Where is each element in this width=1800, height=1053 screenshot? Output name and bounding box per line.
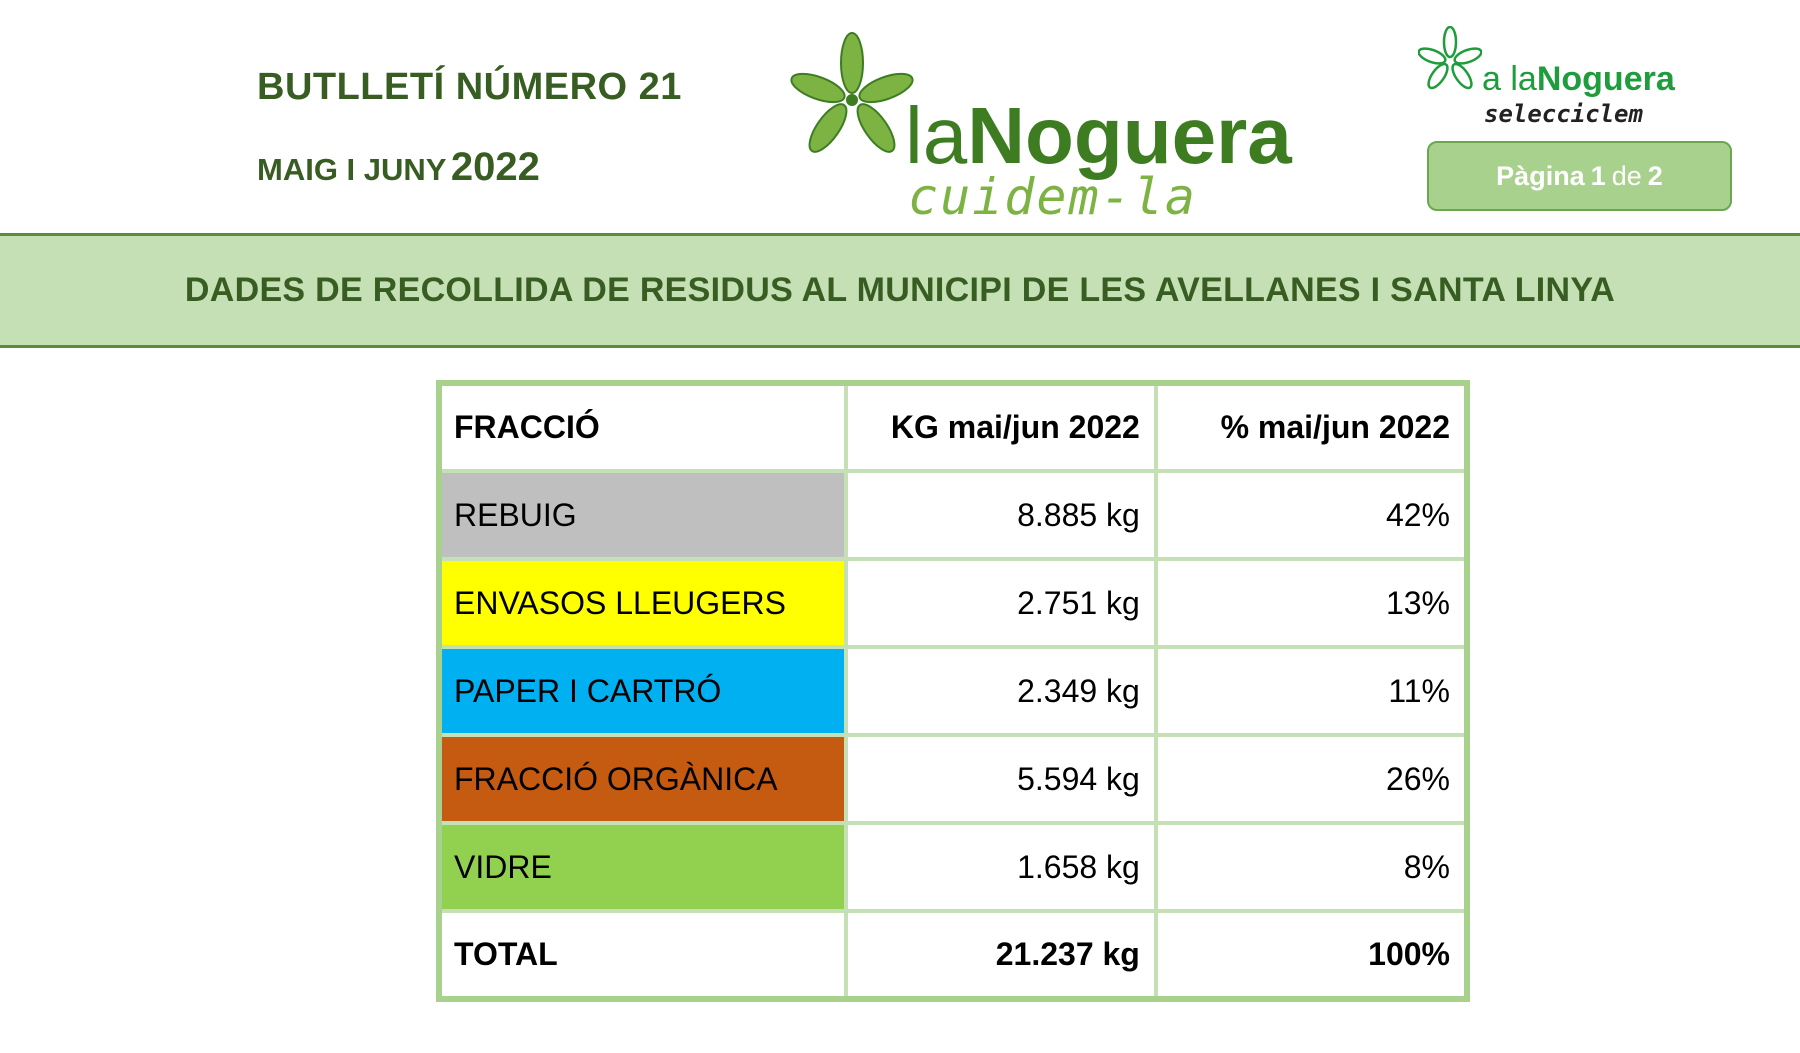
kg-cell: 8.885 kg: [843, 469, 1158, 561]
waste-data-table: FRACCIÓ KG mai/jun 2022 % mai/jun 2022 R…: [436, 380, 1470, 1002]
table-row: FRACCIÓ ORGÀNICA 5.594 kg 26%: [437, 733, 1470, 825]
banner-title: DADES DE RECOLLIDA DE RESIDUS AL MUNICIP…: [184, 271, 1616, 309]
header-fraction: FRACCIÓ: [437, 381, 848, 473]
page-word: Pàgina: [1496, 160, 1585, 191]
pct-cell: 11%: [1153, 645, 1470, 737]
logo-word-bold: Noguera: [967, 91, 1292, 180]
period-year: 2022: [450, 145, 540, 189]
page-current: 1: [1590, 160, 1606, 191]
fraction-cell: PAPER I CARTRÓ: [437, 645, 848, 737]
table-row: REBUIG 8.885 kg 42%: [437, 469, 1470, 561]
total-pct: 100%: [1153, 909, 1470, 1001]
fraction-cell: REBUIG: [437, 469, 848, 561]
lanoguera-logo: laNoguera cuidem-la: [790, 28, 1300, 226]
kg-cell: 5.594 kg: [843, 733, 1158, 825]
total-label: TOTAL: [437, 909, 848, 1001]
kg-cell: 1.658 kg: [843, 821, 1158, 913]
section-banner: DADES DE RECOLLIDA DE RESIDUS AL MUNICIP…: [0, 233, 1800, 348]
small-logo-tagline: selecciclem: [1484, 100, 1643, 128]
small-flower-icon: [1418, 26, 1482, 90]
fraction-cell: VIDRE: [437, 821, 848, 913]
pct-cell: 42%: [1153, 469, 1470, 561]
table-row: VIDRE 1.658 kg 8%: [437, 821, 1470, 913]
header-kg: KG mai/jun 2022: [843, 381, 1158, 473]
small-logo-word-bold: Noguera: [1536, 60, 1675, 98]
small-logo-word-light: a la: [1482, 60, 1537, 98]
small-logo-wordmark: a laNoguera: [1482, 62, 1675, 96]
logo-tagline: cuidem-la: [908, 168, 1197, 226]
selecciclem-logo: a laNoguera selecciclem: [1418, 26, 1738, 128]
bulletin-title: BUTLLETÍ NÚMERO 21: [257, 66, 682, 108]
pct-cell: 13%: [1153, 557, 1470, 649]
table-row: ENVASOS LLEUGERS 2.751 kg 13%: [437, 557, 1470, 649]
fraction-cell: FRACCIÓ ORGÀNICA: [437, 733, 848, 825]
total-kg: 21.237 kg: [843, 909, 1158, 1001]
logo-wordmark: laNoguera: [905, 96, 1292, 176]
table-row: PAPER I CARTRÓ 2.349 kg 11%: [437, 645, 1470, 737]
logo-word-light: la: [905, 91, 968, 180]
table-header-row: FRACCIÓ KG mai/jun 2022 % mai/jun 2022: [437, 381, 1470, 473]
period-months: MAIG I JUNY: [257, 152, 447, 187]
pct-cell: 8%: [1153, 821, 1470, 913]
page-total: 2: [1647, 160, 1663, 191]
page-of: de: [1611, 160, 1642, 191]
table-total-row: TOTAL 21.237 kg 100%: [437, 909, 1470, 1001]
bulletin-period: MAIG I JUNY 2022: [257, 145, 540, 190]
pct-cell: 26%: [1153, 733, 1470, 825]
kg-cell: 2.751 kg: [843, 557, 1158, 649]
page-indicator: Pàgina 1 de 2: [1427, 141, 1732, 211]
fraction-cell: ENVASOS LLEUGERS: [437, 557, 848, 649]
kg-cell: 2.349 kg: [843, 645, 1158, 737]
header-pct: % mai/jun 2022: [1153, 381, 1470, 473]
leaf-flower-icon: [790, 32, 914, 153]
